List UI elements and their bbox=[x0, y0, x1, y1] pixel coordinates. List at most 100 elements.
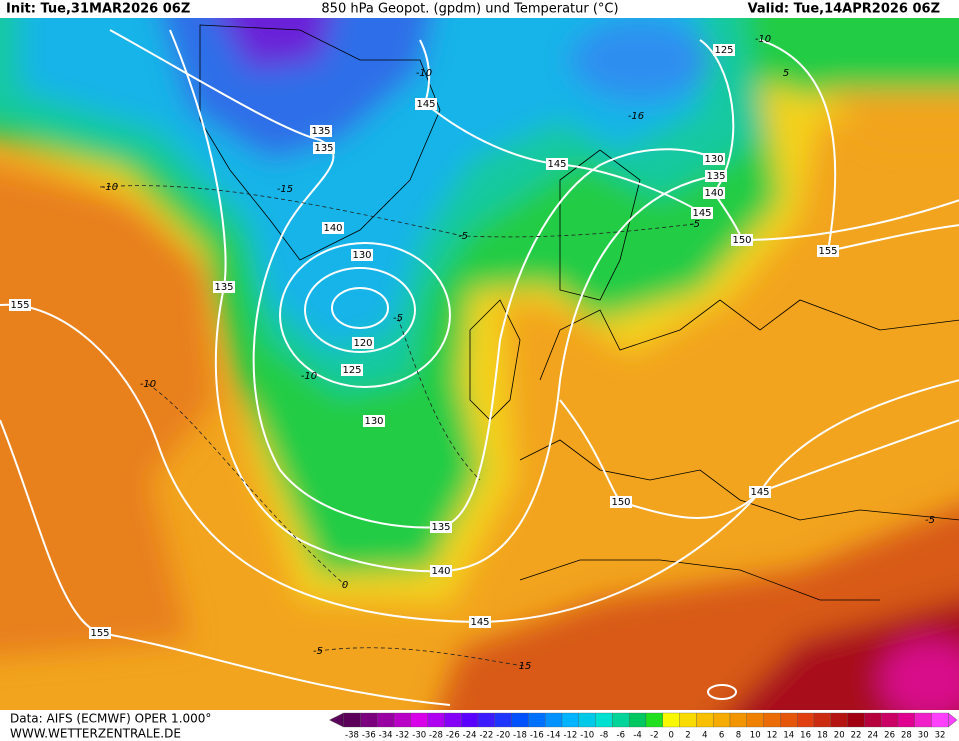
geopotential-label: 140 bbox=[323, 223, 342, 234]
temperature-label: 0 bbox=[342, 580, 348, 591]
valid-time: Valid: Tue,14APR2026 06Z bbox=[748, 2, 940, 17]
geopotential-label: 145 bbox=[547, 159, 566, 170]
colorbar-swatch bbox=[797, 712, 815, 728]
geopotential-label: 145 bbox=[692, 208, 711, 219]
geopotential-label: 130 bbox=[352, 250, 371, 261]
colorbar-label: 4 bbox=[702, 731, 707, 741]
colorbar-label: -36 bbox=[362, 731, 376, 741]
temperature-label: -5 bbox=[458, 231, 468, 242]
colorbar-swatch bbox=[662, 712, 680, 728]
isotherms bbox=[99, 185, 696, 667]
colorbar-swatch bbox=[427, 712, 445, 728]
label-box bbox=[351, 249, 373, 261]
colorbar-swatch bbox=[897, 712, 915, 728]
temperature-label: -5 bbox=[313, 646, 323, 657]
data-source: Data: AIFS (ECMWF) OPER 1.000° bbox=[10, 712, 211, 726]
temperature-label: -16 bbox=[628, 111, 644, 122]
colorbar-label: -4 bbox=[633, 731, 641, 741]
geopotential-label: 155 bbox=[90, 628, 109, 639]
temperature-label: -10 bbox=[416, 68, 432, 79]
colorbar-swatch bbox=[864, 712, 882, 728]
label-box bbox=[341, 364, 363, 376]
geopotential-label: 135 bbox=[214, 282, 233, 293]
geopotential-label: 140 bbox=[704, 188, 723, 199]
colorbar-label: 18 bbox=[817, 731, 828, 741]
colorbar-swatch bbox=[511, 712, 529, 728]
label-box bbox=[430, 565, 452, 577]
temperature-label: 5 bbox=[783, 68, 789, 79]
colorbar-swatch bbox=[881, 712, 899, 728]
colorbar-label: 24 bbox=[867, 731, 878, 741]
colorbar-label: 2 bbox=[685, 731, 690, 741]
geopotential-label: 140 bbox=[431, 566, 450, 577]
colorbar-swatch bbox=[931, 712, 949, 728]
colorbar-swatch bbox=[679, 712, 697, 728]
label-box bbox=[705, 170, 727, 182]
temperature-label: -5 bbox=[690, 219, 700, 230]
geopotential-label: 135 bbox=[311, 126, 330, 137]
label-box bbox=[703, 153, 725, 165]
colorbar-swatch bbox=[847, 712, 865, 728]
geopotential-label: 145 bbox=[470, 617, 489, 628]
colorbar-swatch bbox=[461, 712, 479, 728]
geopotential-label: 150 bbox=[732, 235, 751, 246]
temperature-label: -10 bbox=[102, 182, 118, 193]
label-box bbox=[610, 496, 632, 508]
colorbar-label: -26 bbox=[446, 731, 460, 741]
colorbar-label: -14 bbox=[547, 731, 561, 741]
colorbar-swatch bbox=[494, 712, 512, 728]
label-box bbox=[313, 142, 335, 154]
colorbar-label: 8 bbox=[736, 731, 741, 741]
colorbar-label: 10 bbox=[750, 731, 761, 741]
colorbar-label: -30 bbox=[412, 731, 426, 741]
colorbar-label: 14 bbox=[783, 731, 794, 741]
geopotential-label: 125 bbox=[342, 365, 361, 376]
temperature-label: -5 bbox=[925, 515, 935, 526]
geopotential-label: 155 bbox=[818, 246, 837, 257]
coastlines bbox=[199, 24, 959, 601]
label-box bbox=[430, 521, 452, 533]
label-box bbox=[731, 234, 753, 246]
temperature-label: -15 bbox=[277, 184, 293, 195]
geopotential-label: 130 bbox=[364, 416, 383, 427]
colorbar-label: -18 bbox=[513, 731, 527, 741]
colorbar-swatch bbox=[343, 712, 361, 728]
init-time: Init: Tue,31MAR2026 06Z bbox=[6, 2, 190, 17]
geopotential-label: 155 bbox=[10, 300, 29, 311]
colorbar-label: 28 bbox=[901, 731, 912, 741]
colorbar-swatch bbox=[410, 712, 428, 728]
colorbar-swatch bbox=[595, 712, 613, 728]
colorbar-label: -8 bbox=[600, 731, 608, 741]
colorbar-swatch bbox=[914, 712, 932, 728]
colorbar-swatch bbox=[645, 712, 663, 728]
colorbar-swatch bbox=[561, 712, 579, 728]
geopotential-label: 135 bbox=[706, 171, 725, 182]
colorbar-swatch bbox=[813, 712, 831, 728]
colorbar-swatch bbox=[713, 712, 731, 728]
label-box bbox=[703, 187, 725, 199]
colorbar-swatch bbox=[746, 712, 764, 728]
label-box bbox=[352, 337, 374, 349]
geopotential-label: 135 bbox=[314, 143, 333, 154]
label-box bbox=[469, 616, 491, 628]
geopotential-label: 150 bbox=[611, 497, 630, 508]
label-box bbox=[89, 627, 111, 639]
temperature-label: -5 bbox=[393, 313, 403, 324]
geopotential-label: 135 bbox=[431, 522, 450, 533]
colorbar-swatch bbox=[377, 712, 395, 728]
temperature-label: -10 bbox=[301, 371, 317, 382]
colorbar-label: -12 bbox=[563, 731, 577, 741]
colorbar-label: 26 bbox=[884, 731, 895, 741]
colorbar-label: -10 bbox=[580, 731, 594, 741]
colorbar-swatch bbox=[780, 712, 798, 728]
label-box bbox=[213, 281, 235, 293]
colorbar-swatch bbox=[629, 712, 647, 728]
colorbar-label: -28 bbox=[429, 731, 443, 741]
label-box bbox=[691, 207, 713, 219]
geopotential-label: 130 bbox=[704, 154, 723, 165]
colorbar-label: -20 bbox=[496, 731, 510, 741]
colorbar-label: -6 bbox=[617, 731, 625, 741]
label-box bbox=[713, 44, 735, 56]
